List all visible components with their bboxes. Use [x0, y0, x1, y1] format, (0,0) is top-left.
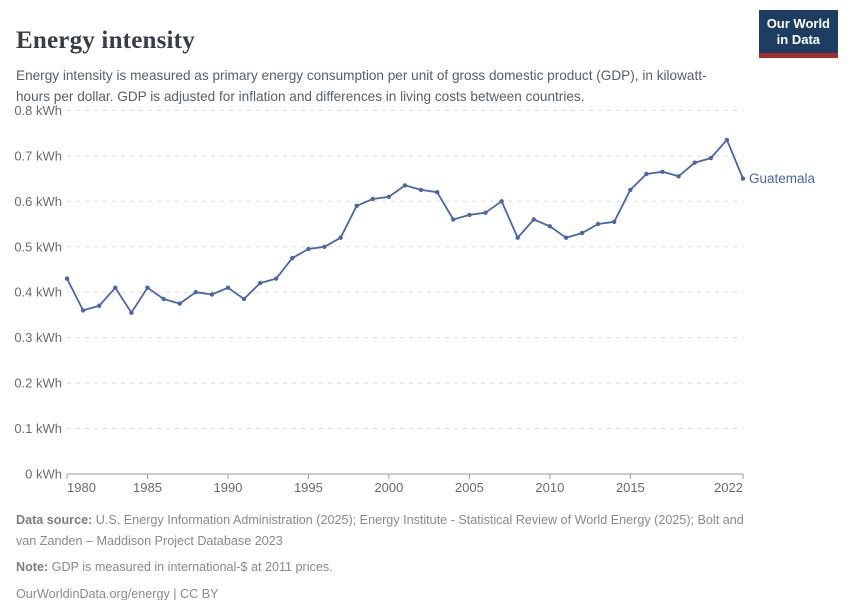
data-line-guatemala[interactable]	[66, 139, 744, 314]
y-axis-tick-label: 0.4 kWh	[14, 285, 62, 300]
note-line: Note: GDP is measured in international-$…	[16, 557, 761, 578]
data-point-marker[interactable]	[177, 301, 182, 306]
owid-logo-line2: in Data	[776, 31, 821, 47]
data-point-marker[interactable]	[547, 224, 553, 229]
owid-logo[interactable]: Our World in Data	[758, 10, 838, 58]
x-axis-tick-label: 2022	[714, 480, 743, 495]
data-point-marker[interactable]	[386, 194, 392, 199]
data-point-marker[interactable]	[563, 235, 569, 240]
x-axis-tick-label: 1980	[67, 480, 96, 495]
chart-subtitle: Energy intensity is measured as primary …	[16, 67, 707, 104]
note-label: Note:	[16, 560, 49, 575]
data-point-marker[interactable]	[306, 246, 311, 252]
y-axis-tick-label: 0.1 kWh	[14, 421, 62, 436]
data-point-marker[interactable]	[499, 199, 504, 204]
data-point-marker[interactable]	[97, 303, 102, 308]
data-point-marker[interactable]	[418, 187, 424, 193]
data-point-marker[interactable]	[435, 190, 440, 195]
data-point-marker[interactable]	[338, 235, 343, 240]
data-point-marker[interactable]	[708, 155, 713, 161]
data-point-marker[interactable]	[274, 276, 279, 281]
data-source-text: U.S. Energy Information Administration (…	[16, 513, 744, 548]
data-point-marker[interactable]	[483, 210, 488, 215]
data-point-marker[interactable]	[628, 187, 633, 193]
data-source-label: Data source:	[16, 513, 93, 527]
x-axis-tick-label: 2000	[374, 480, 403, 495]
owid-license-link[interactable]: OurWorldinData.org/energy | CC BY	[16, 586, 219, 600]
note-text: GDP is measured in international-$ at 20…	[48, 560, 333, 575]
data-point-marker[interactable]	[660, 169, 665, 174]
data-point-marker[interactable]	[402, 183, 408, 188]
data-point-marker[interactable]	[595, 221, 601, 227]
data-point-marker[interactable]	[145, 285, 150, 290]
owid-logo-line1: Our World	[766, 16, 830, 31]
data-point-marker[interactable]	[740, 176, 746, 181]
data-point-marker[interactable]	[80, 308, 86, 313]
y-axis-tick-label: 0.3 kWh	[14, 330, 62, 345]
data-point-marker[interactable]	[724, 137, 730, 143]
data-point-marker[interactable]	[467, 212, 472, 218]
series-end-label[interactable]: Guatemala	[749, 171, 816, 186]
data-point-marker[interactable]	[241, 296, 247, 302]
data-point-marker[interactable]	[515, 235, 520, 240]
data-point-marker[interactable]	[579, 230, 585, 236]
page-title: Energy intensity	[16, 26, 195, 54]
chart-footer: Data source: U.S. Energy Information Adm…	[16, 510, 761, 600]
line-chart-canvas[interactable]: 0 kWh 0.1 kWh 0.2 kWh 0.3 kWh 0.4 kWh 0.5 kWh…	[0, 100, 850, 500]
data-source-line: Data source: U.S. Energy Information Adm…	[16, 510, 761, 551]
x-axis-tick-label: 1990	[213, 480, 242, 495]
x-axis-tick-label: 2005	[455, 480, 484, 495]
y-axis-tick-label: 0.8 kWh	[14, 103, 62, 118]
x-axis-tick-label: 1995	[294, 480, 323, 495]
data-point-marker[interactable]	[531, 217, 536, 222]
data-point-marker[interactable]	[692, 160, 697, 165]
data-point-marker[interactable]	[209, 292, 215, 297]
data-point-marker[interactable]	[290, 255, 295, 261]
data-point-marker[interactable]	[257, 280, 263, 286]
data-point-marker[interactable]	[370, 196, 375, 202]
x-axis-tick-label: 2010	[535, 480, 564, 495]
y-axis-tick-label: 0 kWh	[25, 467, 62, 482]
y-axis-tick-label: 0.7 kWh	[14, 148, 62, 163]
data-point-marker[interactable]	[612, 219, 617, 224]
y-axis-tick-label: 0.6 kWh	[14, 194, 62, 209]
data-point-marker[interactable]	[354, 203, 359, 208]
x-axis-tick-label: 1985	[133, 480, 162, 495]
data-point-marker[interactable]	[322, 244, 327, 249]
data-point-marker[interactable]	[225, 285, 231, 290]
data-point-marker[interactable]	[64, 276, 70, 281]
data-point-marker[interactable]	[676, 174, 681, 179]
data-point-marker[interactable]	[644, 171, 649, 177]
y-axis-tick-label: 0.5 kWh	[14, 239, 62, 254]
data-point-marker[interactable]	[129, 310, 134, 315]
data-point-marker[interactable]	[451, 217, 456, 222]
data-point-marker[interactable]	[113, 285, 118, 290]
data-point-marker[interactable]	[193, 290, 198, 295]
y-axis-tick-label: 0.2 kWh	[14, 376, 62, 391]
x-axis-tick-label: 2015	[616, 480, 645, 495]
data-point-marker[interactable]	[161, 296, 166, 302]
